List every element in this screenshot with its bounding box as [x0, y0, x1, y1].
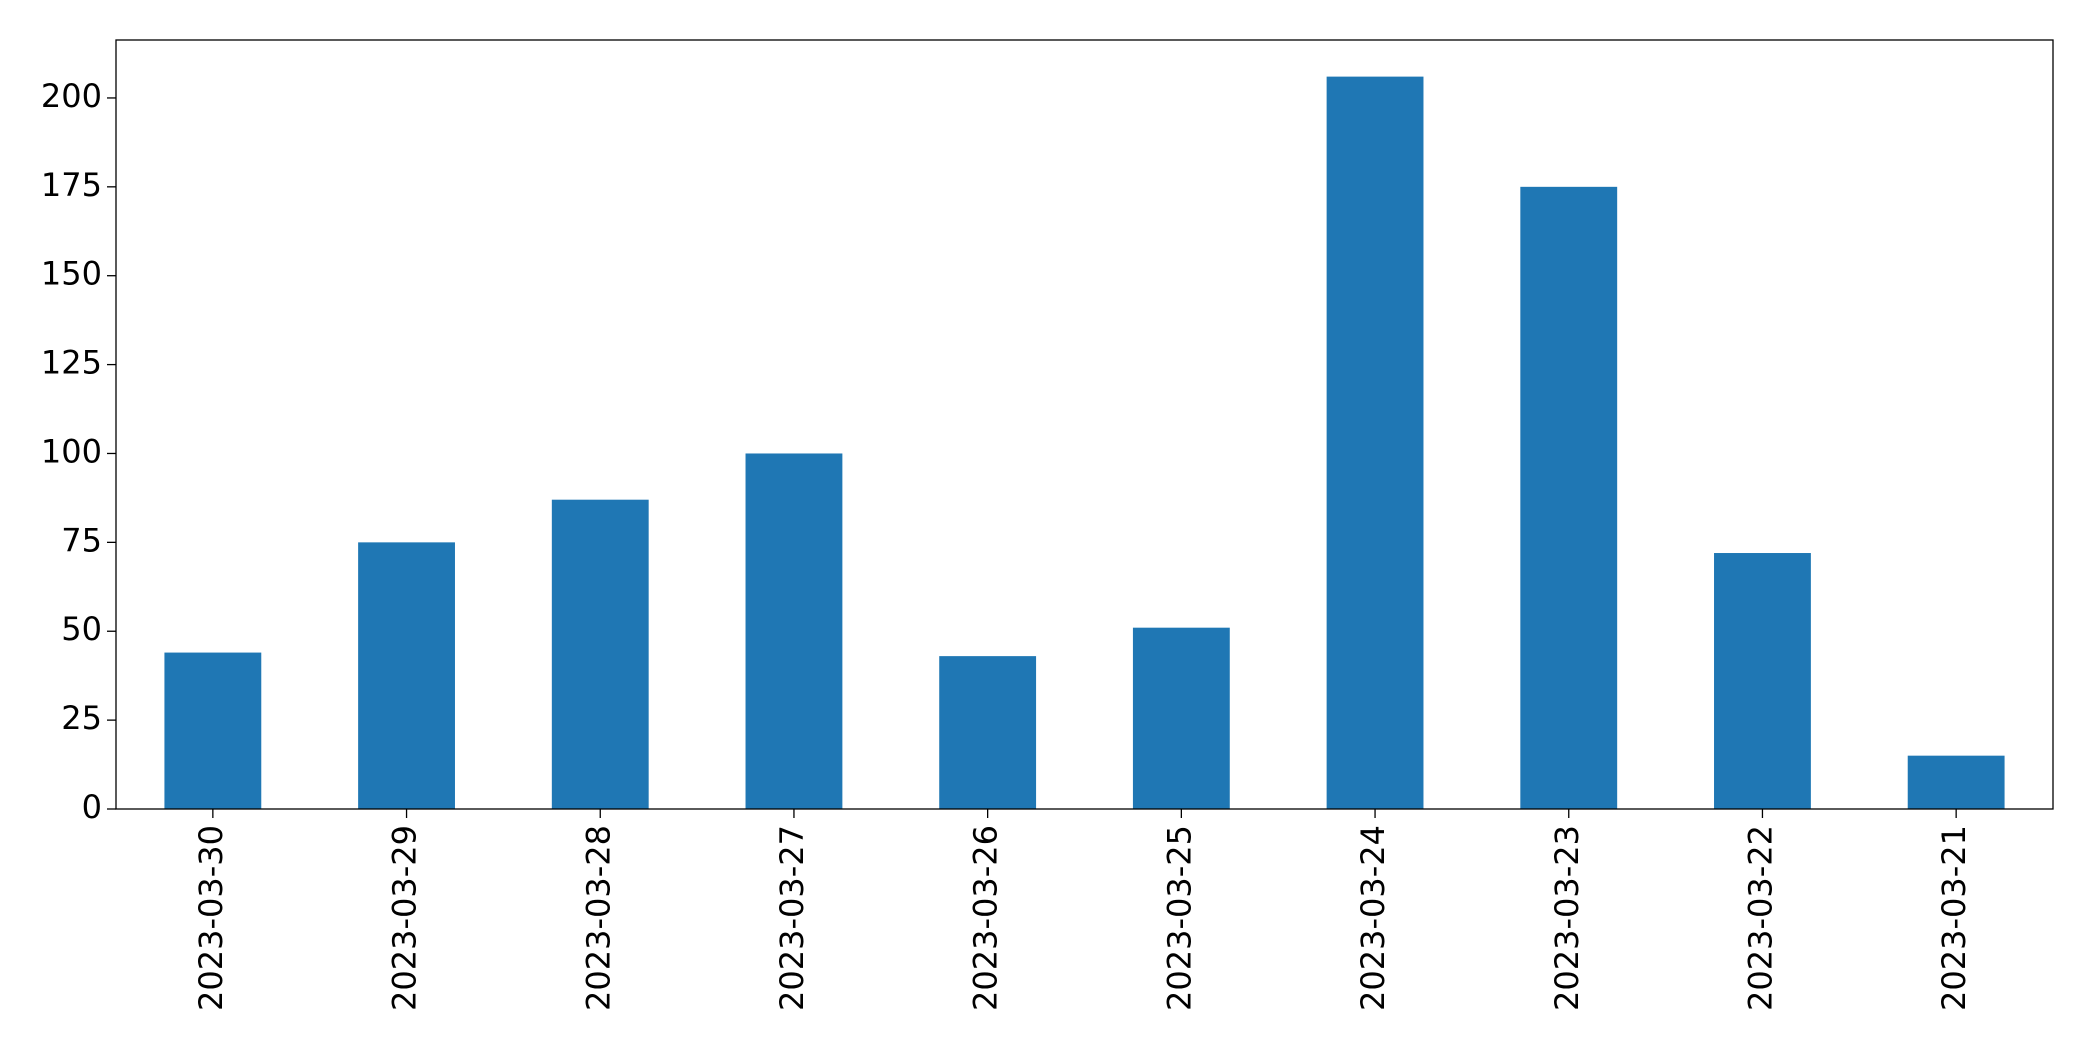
- bar: [1907, 755, 2005, 809]
- x-tick-label: 2023-03-26: [967, 825, 1005, 1011]
- y-tick-label: 150: [41, 255, 102, 293]
- bar: [1326, 76, 1424, 810]
- x-tick-label: 2023-03-24: [1354, 825, 1392, 1011]
- bar: [1520, 186, 1618, 809]
- plot-frame: [115, 39, 2054, 810]
- x-tick-label: 2023-03-28: [579, 825, 617, 1011]
- bar: [164, 652, 262, 809]
- x-tick-label: 2023-03-29: [386, 825, 424, 1011]
- bar: [745, 453, 843, 809]
- bar: [358, 542, 455, 809]
- y-tick-label: 0: [82, 788, 102, 826]
- x-tick-label: 2023-03-23: [1548, 825, 1586, 1011]
- bar: [1132, 627, 1230, 809]
- x-tick-label: 2023-03-30: [192, 825, 230, 1011]
- bar: [1714, 553, 1811, 809]
- x-tick-label: 2023-03-21: [1935, 825, 1973, 1011]
- y-tick-label: 200: [41, 77, 102, 115]
- bar: [939, 656, 1037, 809]
- y-tick-label: 25: [61, 699, 102, 737]
- x-tick-label: 2023-03-27: [773, 825, 811, 1011]
- y-tick-label: 175: [41, 166, 102, 204]
- y-tick-label: 75: [61, 521, 102, 559]
- x-tick-label: 2023-03-22: [1741, 825, 1779, 1011]
- bar: [551, 499, 649, 809]
- y-tick-label: 50: [61, 610, 102, 648]
- y-tick-label: 100: [41, 432, 102, 470]
- x-tick-label: 2023-03-25: [1160, 825, 1198, 1011]
- y-tick-label: 125: [41, 344, 102, 382]
